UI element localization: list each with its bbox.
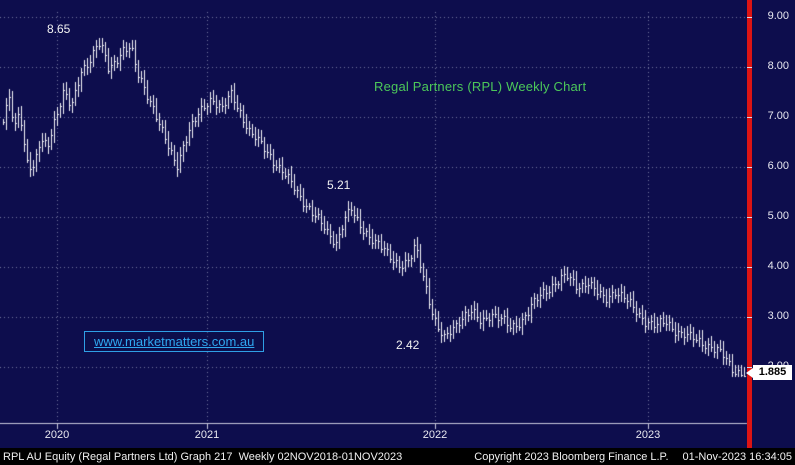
- y-axis-label: 7.00: [767, 110, 789, 122]
- chart-title: Regal Partners (RPL) Weekly Chart: [374, 79, 587, 94]
- price-chart-canvas[interactable]: [0, 0, 748, 448]
- y-axis-tick: [747, 217, 752, 218]
- y-axis-tick: [747, 167, 752, 168]
- last-price-value: 1.885: [758, 366, 787, 378]
- y-axis-label: 6.00: [767, 160, 789, 172]
- last-price-arrow-icon: [746, 368, 753, 378]
- y-axis-label: 5.00: [767, 210, 789, 222]
- x-axis-label: 2022: [422, 429, 448, 441]
- y-axis-tick: [747, 367, 752, 368]
- axis-divider-strip: [747, 0, 752, 448]
- x-axis-label: 2020: [44, 429, 70, 441]
- price-annotation: 5.21: [327, 178, 351, 192]
- status-bar: RPL AU Equity (Regal Partners Ltd) Graph…: [0, 448, 795, 465]
- y-axis-tick: [747, 17, 752, 18]
- copyright-text: Copyright 2023 Bloomberg Finance L.P.: [474, 450, 669, 463]
- x-axis-label: 2023: [635, 429, 661, 441]
- y-axis-label: 9.00: [767, 10, 789, 22]
- timestamp: 01-Nov-2023 16:34:05: [682, 450, 792, 463]
- y-axis-label: 8.00: [767, 60, 789, 72]
- price-annotation: 8.65: [47, 22, 71, 36]
- price-annotation: 2.42: [396, 338, 420, 352]
- marketmatters-link[interactable]: www.marketmatters.com.au: [84, 331, 265, 352]
- instrument-info: RPL AU Equity (Regal Partners Ltd) Graph…: [3, 450, 403, 463]
- y-axis-tick: [747, 67, 752, 68]
- y-axis-tick: [747, 117, 752, 118]
- y-axis-label: 4.00: [767, 260, 789, 272]
- y-axis-tick: [747, 317, 752, 318]
- y-axis-label: 3.00: [767, 310, 789, 322]
- last-price-label: 1.885: [746, 365, 792, 380]
- y-axis-tick: [747, 267, 752, 268]
- x-axis-label: 2021: [194, 429, 220, 441]
